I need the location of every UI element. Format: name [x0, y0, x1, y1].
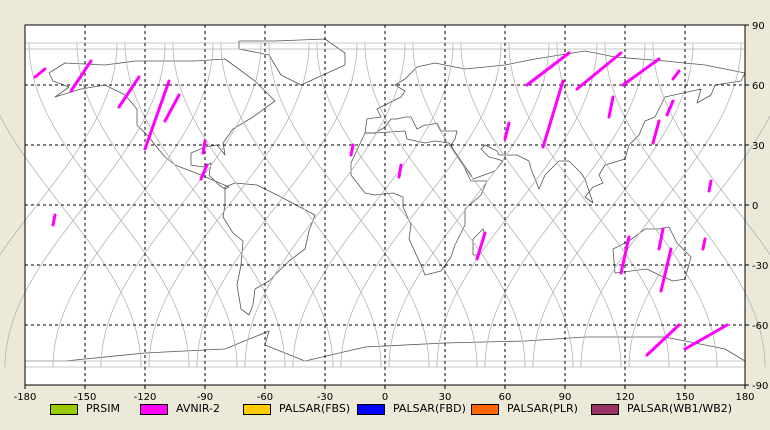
legend-label: PALSAR(FBD)	[393, 402, 466, 415]
lon-tick-label: 180	[735, 392, 754, 400]
avnir2-scene-segment	[33, 67, 47, 79]
lat-tick-label: 90	[752, 21, 765, 32]
coastline	[364, 50, 746, 204]
avnir2-scene-segment	[397, 163, 403, 179]
legend-swatch	[243, 404, 271, 415]
avnir2-scene-segment	[117, 75, 141, 109]
coastline	[612, 226, 692, 282]
lon-tick-label: 120	[615, 392, 634, 400]
legend-label: PALSAR(FBS)	[279, 402, 351, 415]
avnir2-scene-segment	[525, 51, 571, 87]
coastline	[222, 182, 316, 316]
lon-tick-label: -90	[197, 392, 213, 400]
legend-swatch	[471, 404, 499, 415]
lon-tick-label: 30	[439, 392, 452, 400]
legend-swatch	[140, 404, 168, 415]
avnir2-scene-segment	[607, 95, 615, 119]
legend-label: PRSIM	[86, 402, 120, 415]
lon-tick-label: -120	[134, 392, 157, 400]
longitude-ticks: -180 -150 -120 -90 -60 -30 0 30 60 90 120 150 180	[14, 385, 755, 400]
avnir2-scene-segment	[701, 237, 707, 251]
lon-tick-label: -60	[257, 392, 273, 400]
avnir2-scene-segment	[199, 163, 209, 181]
avnir2-scene-segment	[651, 119, 661, 145]
avnir2-scene-segment	[541, 79, 565, 149]
lat-tick-label: -30	[752, 261, 768, 272]
lon-tick-label: 90	[559, 392, 572, 400]
lat-tick-label: 60	[752, 81, 765, 92]
avnir2-scene-segment	[69, 59, 93, 93]
avnir2-scene-segment	[503, 121, 511, 141]
lon-tick-label: -180	[14, 392, 37, 400]
legend-label: PALSAR(PLR)	[507, 402, 578, 415]
latitude-ticks: 90 60 30 0 -30 -60 -90	[745, 21, 768, 392]
avnir2-scene-segment	[619, 235, 631, 275]
avnir2-scene-segment	[645, 323, 681, 357]
avnir2-scene-segment	[163, 93, 181, 123]
legend-swatch	[357, 404, 385, 415]
avnir2-scene-segment	[51, 213, 57, 227]
coastline	[25, 330, 746, 362]
lat-tick-label: 0	[752, 201, 758, 212]
avnir2-scene-segment	[621, 57, 661, 87]
avnir2-scene-segment	[707, 179, 713, 193]
lat-tick-label: -90	[752, 381, 768, 392]
avnir2-scene-segment	[659, 247, 673, 293]
avnir2-scene-segment	[349, 143, 355, 157]
lon-tick-label: -150	[74, 392, 97, 400]
legend-swatch	[50, 404, 78, 415]
legend: PRSIM AVNIR-2 PALSAR(FBS) PALSAR(FBD) PA…	[0, 401, 770, 421]
lon-tick-label: 150	[675, 392, 694, 400]
lon-tick-label: 0	[382, 392, 388, 400]
avnir2-scenes-layer	[33, 51, 729, 357]
lat-tick-label: 30	[752, 141, 765, 152]
avnir2-scene-segment	[201, 139, 207, 155]
avnir2-scene-segment	[657, 227, 665, 251]
avnir2-scene-segment	[671, 69, 681, 81]
lon-tick-label: -30	[317, 392, 333, 400]
legend-label: AVNIR-2	[176, 402, 220, 415]
legend-swatch	[591, 404, 619, 415]
lon-tick-label: 60	[499, 392, 512, 400]
coverage-map: -180 -150 -120 -90 -60 -30 0 30 60 90 120 150 180 90…	[0, 21, 770, 400]
coastline	[238, 38, 346, 86]
avnir2-scene-segment	[665, 99, 675, 117]
avnir2-scene-segment	[683, 323, 729, 351]
avnir2-scene-segment	[475, 231, 487, 261]
coastline	[48, 58, 276, 190]
avnir2-scene-segment	[143, 79, 171, 151]
avnir2-scene-segment	[575, 51, 623, 91]
lat-tick-label: -60	[752, 321, 768, 332]
legend-label: PALSAR(WB1/WB2)	[627, 402, 733, 415]
coastlines-layer	[25, 38, 746, 362]
